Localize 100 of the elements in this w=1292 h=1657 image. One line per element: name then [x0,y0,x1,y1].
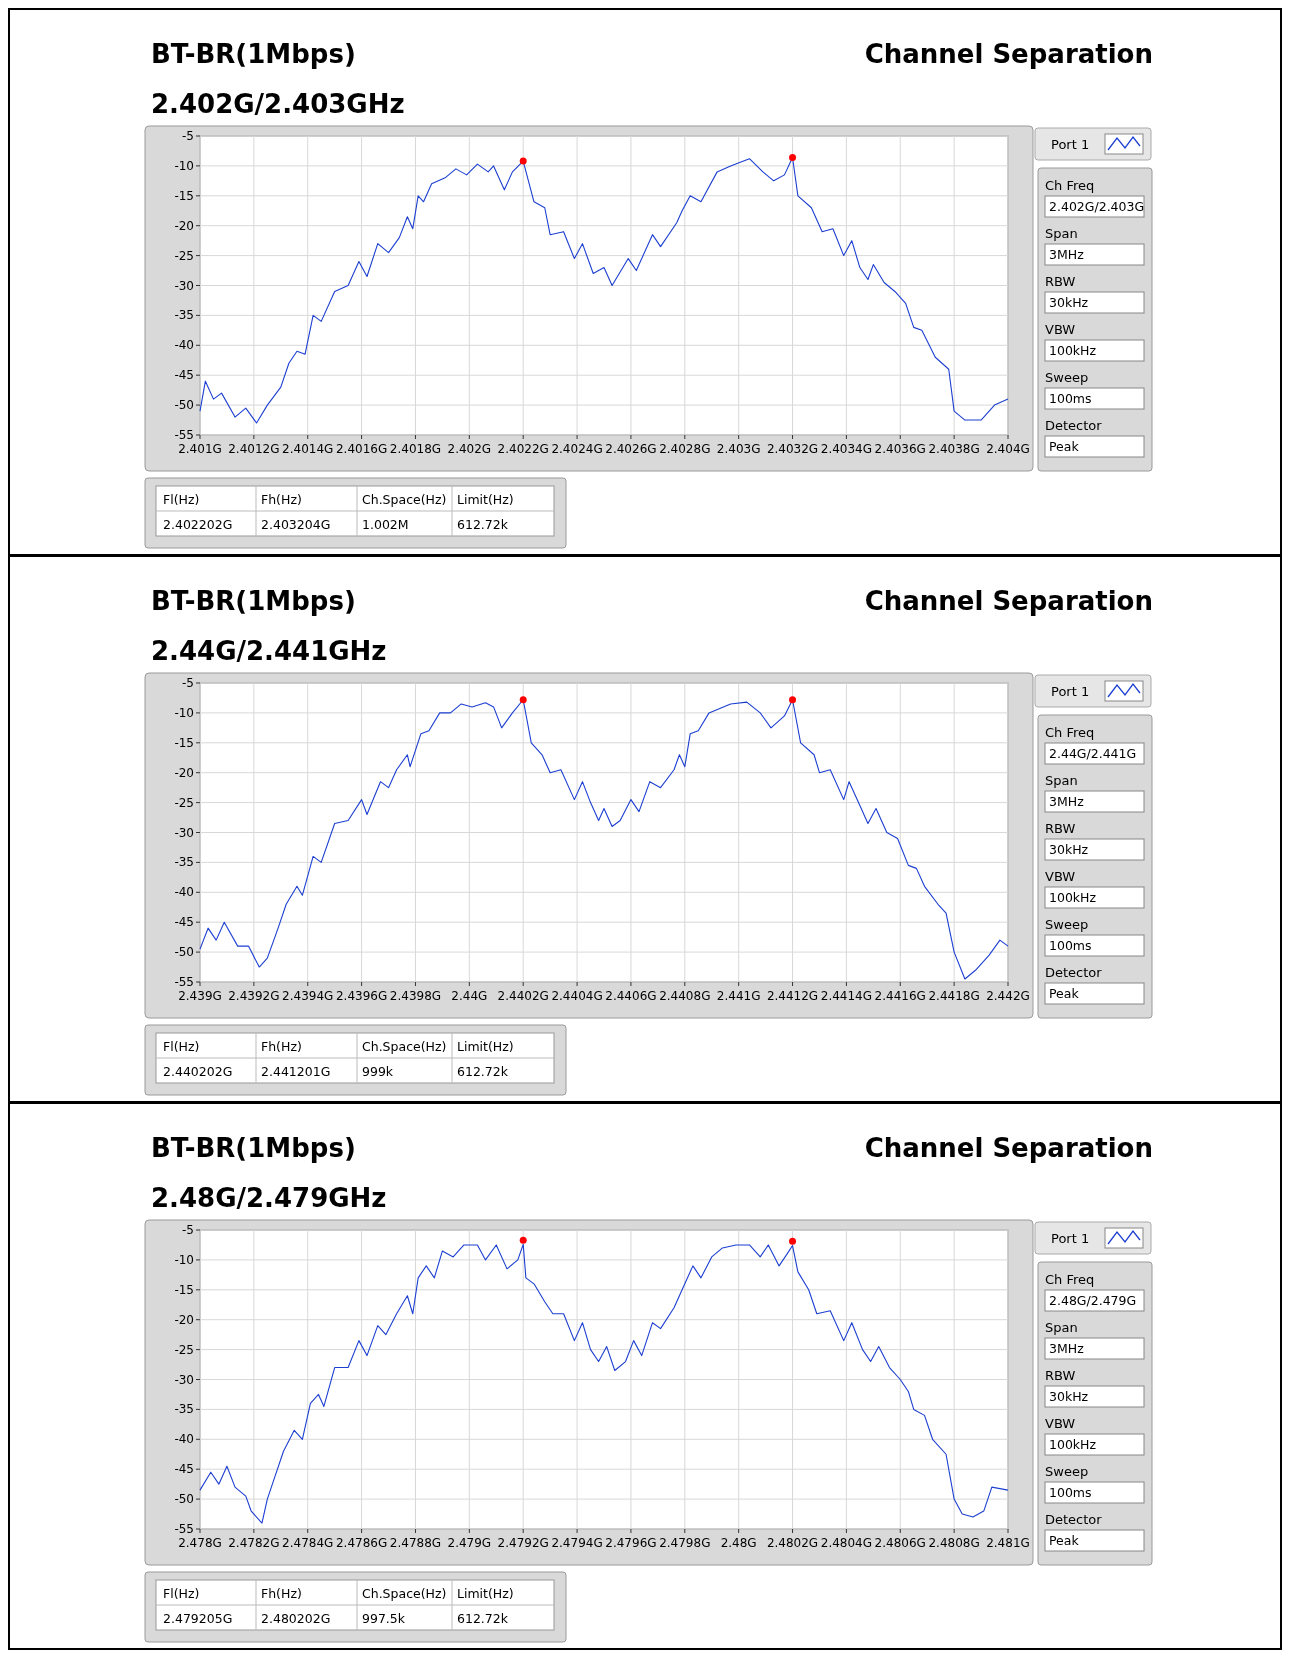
text: Span [1045,226,1078,241]
legend-label: Port 1 [1051,1231,1090,1246]
chart-subtitle: 2.402G/2.403GHz [151,89,405,119]
x-tick-label: 2.4396G [335,989,388,1003]
text: 999k [362,1064,394,1079]
text: RBW [1045,821,1076,836]
text: Detector [1045,1512,1103,1527]
y-tick-label: -40 [174,885,194,900]
text: 30kHz [1049,842,1089,857]
x-tick-label: 2.4038G [928,442,980,456]
text: 3MHz [1049,1341,1085,1356]
y-tick-label: -20 [174,1312,194,1327]
x-tick-label: 2.4792G [497,1536,549,1550]
y-tick-label: -15 [174,1282,194,1297]
text: Sweep [1045,370,1089,385]
x-tick-label: 2.4786G [335,1536,388,1550]
text: 100kHz [1049,343,1097,358]
y-tick-label: -35 [174,855,194,870]
y-tick-label: -40 [174,1432,194,1447]
y-tick-label: -20 [174,765,194,780]
text: VBW [1045,1416,1076,1431]
y-tick-label: -30 [174,278,194,293]
text: Span [1045,773,1078,788]
chart-title: BT-BR(1Mbps) [151,586,356,616]
x-tick-label: 2.4404G [551,989,603,1003]
x-tick-label: 2.4808G [928,1536,980,1550]
chart-subtitle: 2.48G/2.479GHz [151,1183,387,1213]
y-tick-label: -50 [174,398,194,413]
text: 100kHz [1049,1437,1097,1452]
text: 2.403204G [261,517,331,532]
text: VBW [1045,869,1076,884]
y-tick-label: -25 [174,248,194,263]
text: Fl(Hz) [163,1586,200,1601]
x-tick-label: 2.4024G [551,442,603,456]
x-tick-label: 2.4782G [228,1536,280,1550]
text: Peak [1049,439,1080,454]
x-tick-label: 2.404G [986,442,1030,456]
text: RBW [1045,1368,1076,1383]
y-tick-label: -25 [174,1342,194,1357]
x-tick-label: 2.403G [716,442,761,456]
text: 100ms [1049,1485,1092,1500]
text: Fh(Hz) [261,1039,302,1054]
text: 100ms [1049,938,1092,953]
text: Detector [1045,418,1103,433]
text: 2.402202G [163,517,233,532]
text: 612.72k [457,1611,509,1626]
text: Fh(Hz) [261,492,302,507]
text: Channel Separation [864,39,1153,69]
text: Sweep [1045,1464,1089,1479]
y-tick-label: -35 [174,1402,194,1417]
x-tick-label: 2.4014G [282,442,334,456]
text: 997.5k [362,1611,406,1626]
text: Limit(Hz) [457,492,514,507]
chart-title: BT-BR(1Mbps) [151,1133,356,1163]
x-tick-label: 2.4412G [766,989,819,1003]
x-tick-label: 2.4406G [605,989,657,1003]
x-tick-label: 2.4414G [820,989,873,1003]
x-tick-label: 2.401G [178,442,222,456]
text: 612.72k [457,517,509,532]
text: Fl(Hz) [163,492,200,507]
text: 2.479205G [163,1611,233,1626]
text: 30kHz [1049,295,1089,310]
x-tick-label: 2.4398G [389,989,442,1003]
text: Ch.Space(Hz) [362,1586,447,1601]
y-tick-label: -25 [174,795,194,810]
text: Sweep [1045,917,1089,932]
line-series [199,156,1009,424]
y-tick-label: -55 [174,975,194,989]
text: Channel Separation [864,1133,1153,1163]
text: Ch Freq [1045,1272,1095,1287]
x-tick-label: 2.44G [451,989,488,1003]
text: 1.002M [362,517,409,532]
y-tick-label: -20 [174,218,194,233]
y-tick-label: -55 [174,1522,194,1536]
text: 2.44G/2.441G [1049,746,1137,761]
x-tick-label: 2.4016G [335,442,388,456]
y-tick-label: -10 [174,1252,194,1267]
y-tick-label: -15 [174,735,194,750]
x-tick-label: 2.4018G [389,442,442,456]
text: 2.440202G [163,1064,233,1079]
x-tick-label: 2.442G [986,989,1030,1003]
x-tick-label: 2.48G [720,1536,757,1550]
text: 2.480202G [261,1611,331,1626]
text: Limit(Hz) [457,1586,514,1601]
x-tick-label: 2.441G [716,989,761,1003]
x-tick-label: 2.4392G [228,989,280,1003]
y-tick-label: -5 [182,1223,194,1237]
chart-subtitle: 2.44G/2.441GHz [151,636,387,666]
text: Span [1045,1320,1078,1335]
x-tick-label: 2.4036G [874,442,926,456]
text: 100ms [1049,391,1092,406]
x-tick-label: 2.4402G [497,989,549,1003]
y-tick-label: -30 [174,1372,194,1387]
y-tick-label: -55 [174,428,194,442]
text: VBW [1045,322,1076,337]
text: Ch Freq [1045,725,1095,740]
x-tick-label: 2.4806G [874,1536,926,1550]
text: 3MHz [1049,247,1085,262]
x-tick-label: 2.481G [986,1536,1030,1550]
y-tick-label: -35 [174,308,194,323]
